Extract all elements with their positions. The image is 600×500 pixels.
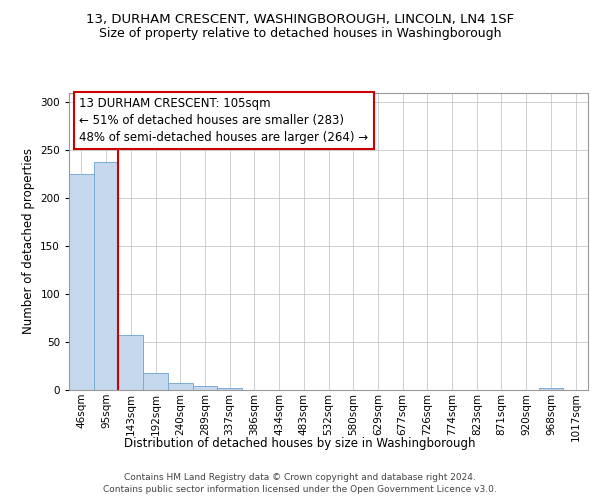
Text: Distribution of detached houses by size in Washingborough: Distribution of detached houses by size … bbox=[124, 438, 476, 450]
Text: 13, DURHAM CRESCENT, WASHINGBOROUGH, LINCOLN, LN4 1SF: 13, DURHAM CRESCENT, WASHINGBOROUGH, LIN… bbox=[86, 12, 514, 26]
Bar bbox=[193, 386, 217, 390]
Y-axis label: Number of detached properties: Number of detached properties bbox=[22, 148, 35, 334]
Bar bbox=[69, 174, 94, 390]
Text: Contains public sector information licensed under the Open Government Licence v3: Contains public sector information licen… bbox=[103, 485, 497, 494]
Bar bbox=[168, 384, 193, 390]
Text: Contains HM Land Registry data © Crown copyright and database right 2024.: Contains HM Land Registry data © Crown c… bbox=[124, 472, 476, 482]
Bar bbox=[94, 162, 118, 390]
Bar bbox=[143, 372, 168, 390]
Text: Size of property relative to detached houses in Washingborough: Size of property relative to detached ho… bbox=[99, 28, 501, 40]
Bar bbox=[118, 336, 143, 390]
Bar bbox=[217, 388, 242, 390]
Text: 13 DURHAM CRESCENT: 105sqm
← 51% of detached houses are smaller (283)
48% of sem: 13 DURHAM CRESCENT: 105sqm ← 51% of deta… bbox=[79, 97, 368, 144]
Bar bbox=[539, 388, 563, 390]
